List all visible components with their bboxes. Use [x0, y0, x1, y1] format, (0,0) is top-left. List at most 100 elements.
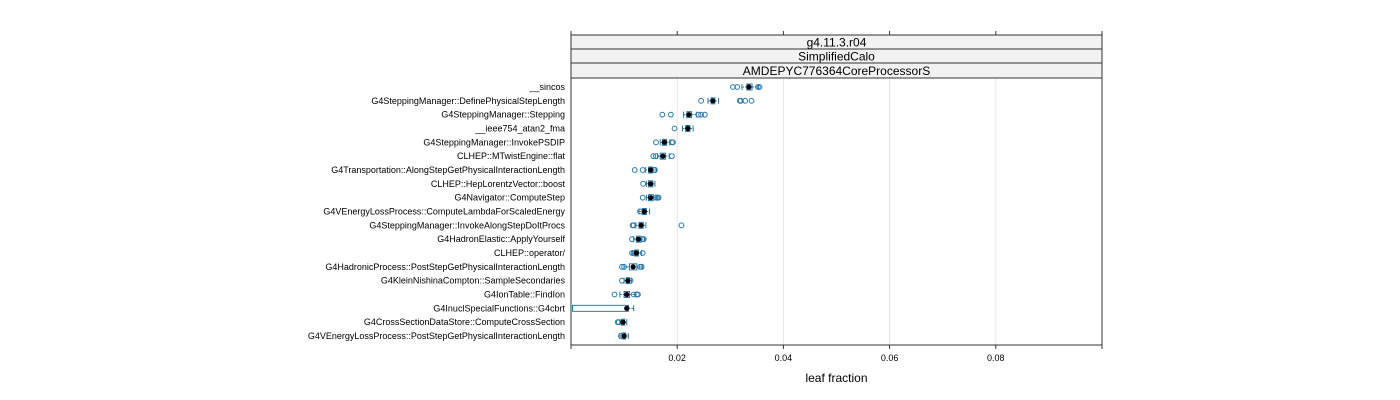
outlier-8-0 [639, 194, 646, 201]
box-group-18 [618, 332, 629, 340]
box-group-7 [640, 180, 656, 188]
outlier-2-3 [698, 111, 704, 118]
box-group-3 [671, 125, 694, 132]
box-group-13 [619, 263, 645, 271]
box-group-5 [650, 152, 675, 160]
category-label-0: __sincos [528, 82, 565, 92]
median-12 [633, 250, 639, 256]
outlier-2-1 [667, 111, 674, 118]
x-tick-label-3: 0.08 [987, 353, 1005, 363]
box-group-16 [572, 304, 635, 312]
category-label-6: G4Transportation::AlongStepGetPhysicalIn… [331, 165, 565, 175]
median-16 [624, 305, 630, 311]
box-group-6 [631, 166, 658, 174]
grid-layer [676, 78, 997, 345]
outlier-4-2 [670, 139, 676, 146]
category-label-8: G4Navigator::ComputeStep [454, 193, 565, 203]
median-15 [624, 291, 630, 298]
outlier-1-2 [738, 97, 744, 104]
x-axis: 0.02 0.04 0.06 0.08 [570, 31, 1103, 363]
median-1 [710, 98, 716, 104]
box-group-1 [698, 97, 755, 105]
box-group-0 [730, 83, 763, 91]
median-10 [638, 222, 644, 228]
plot-frame [570, 77, 1103, 346]
category-label-11: G4HadronElastic::ApplyYourself [437, 234, 565, 244]
category-label-10: G4SteppingManager::InvokeAlongStepDoItPr… [369, 220, 565, 230]
outlier-5-1 [653, 153, 659, 160]
box-15 [623, 291, 630, 298]
median-4 [661, 139, 668, 145]
outlier-0-0 [730, 84, 736, 90]
median-6 [648, 167, 654, 173]
box-group-2 [659, 111, 708, 119]
strip-1-label: g4.11.3.r04 [807, 36, 867, 50]
median-2 [686, 112, 692, 118]
strip-2-label: SimplifiedCalo [798, 50, 875, 64]
category-label-4: G4SteppingManager::InvokePSDIP [423, 137, 565, 147]
strip-headers: g4.11.3.r04 SimplifiedCalo AMDEPYC776364… [570, 34, 1103, 79]
category-label-13: G4HadronicProcess::PostStepGetPhysicalIn… [325, 262, 565, 272]
category-label-12: CLHEP::operator/ [494, 248, 566, 258]
median-14 [625, 278, 631, 284]
outlier-8-3 [655, 194, 662, 201]
category-labels: __sincosG4SteppingManager::DefinePhysica… [308, 82, 566, 341]
box-16 [572, 304, 629, 312]
outlier-4-0 [653, 139, 659, 146]
outlier-3-0 [671, 125, 678, 132]
outlier-15-3 [635, 291, 641, 298]
box-13 [628, 263, 638, 271]
median-5 [660, 153, 666, 159]
median-18 [621, 333, 627, 339]
outlier-6-0 [631, 167, 638, 173]
box-group-11 [629, 235, 647, 243]
median-8 [648, 195, 654, 201]
outlier-7-0 [640, 180, 647, 187]
strip-3-label: AMDEPYC776364CoreProcessorS [743, 64, 930, 78]
category-label-5: CLHEP::MTwistEngine::flat [457, 151, 566, 161]
x-tick-label-1: 0.04 [775, 353, 793, 363]
box-group-15 [611, 291, 641, 298]
outlier-13-1 [621, 263, 627, 270]
outlier-0-1 [734, 84, 741, 90]
category-label-14: G4KleinNishinaCompton::SampleSecondaries [381, 276, 566, 286]
outlier-1-4 [748, 97, 755, 104]
outlier-13-0 [619, 263, 625, 270]
box-group-10 [629, 221, 685, 229]
median-13 [630, 264, 636, 270]
outlier-2-0 [659, 111, 666, 118]
median-7 [648, 181, 654, 187]
box-group-4 [653, 138, 676, 146]
median-0 [746, 84, 752, 90]
outlier-13-3 [638, 263, 645, 270]
category-label-18: G4VEnergyLossProcess::PostStepGetPhysica… [308, 331, 565, 341]
box-5 [659, 152, 667, 160]
category-label-16: G4InuclSpecialFunctions::G4cbrt [433, 303, 565, 313]
outlier-0-3 [756, 84, 763, 90]
outlier-10-1 [630, 222, 637, 229]
outlier-15-1 [630, 291, 637, 298]
box-group-17 [614, 318, 628, 326]
outlier-14-0 [619, 277, 625, 284]
median-11 [635, 236, 642, 242]
outlier-5-0 [650, 153, 657, 160]
outlier-1-0 [698, 97, 704, 104]
x-tick-label-0: 0.02 [668, 353, 686, 363]
category-label-17: G4CrossSectionDataStore::ComputeCrossSec… [364, 317, 565, 327]
boxes-layer [572, 83, 763, 340]
median-17 [620, 319, 626, 325]
outlier-2-2 [695, 111, 702, 118]
outlier-11-2 [640, 236, 647, 243]
box-group-12 [629, 249, 646, 257]
category-label-3: __ieee754_atan2_fma [474, 124, 565, 134]
outlier-2-4 [701, 111, 708, 118]
category-label-15: G4IonTable::FindIon [484, 290, 565, 300]
outlier-15-0 [611, 291, 618, 298]
outlier-12-2 [639, 250, 646, 256]
outlier-1-3 [742, 97, 749, 104]
median-9 [641, 208, 647, 215]
box-group-9 [637, 208, 651, 215]
box-group-8 [639, 194, 662, 202]
x-tick-label-2: 0.06 [881, 353, 899, 363]
